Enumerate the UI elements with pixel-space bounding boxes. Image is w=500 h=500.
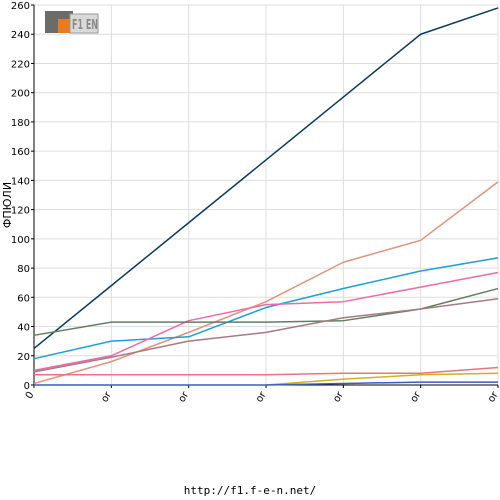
- y-tick-label-12: 240: [11, 30, 30, 41]
- y-tick-label-4: 80: [17, 264, 30, 275]
- series-line-3: [33, 271, 499, 372]
- logo-en-block: [69, 13, 99, 34]
- y-tick-label-9: 180: [11, 118, 30, 129]
- y-tick-labels: 0 20 40 60 80 100 120 140 160 180 200 220 240 260: [11, 1, 34, 392]
- y-tick-label-0: 0: [24, 381, 30, 392]
- series-line-6: [34, 366, 499, 376]
- series-line-8: [34, 381, 498, 386]
- logo-1-block: [58, 19, 70, 33]
- series-line-5: [33, 298, 499, 373]
- y-tick-label-1: 20: [17, 352, 30, 363]
- y-tick-label-5: 100: [11, 235, 30, 246]
- footer-url: http://f1.f-e-n.net/: [183, 484, 317, 497]
- y-tick-label-6: 120: [11, 206, 30, 217]
- y-tick-label-8: 160: [11, 147, 30, 158]
- y-axis-label: ФПЮЛИ: [1, 182, 14, 228]
- series-lines: [33, 7, 499, 386]
- logo: F1 EN: [45, 11, 99, 34]
- y-tick-label-7: 140: [11, 176, 30, 187]
- x-tick-label-0: 0: [24, 390, 37, 401]
- y-tick-label-2: 40: [17, 323, 30, 334]
- series-line-2: [33, 257, 499, 360]
- y-tick-label-13: 260: [11, 1, 30, 12]
- series-line-1: [33, 181, 499, 385]
- series-line-0: [33, 7, 499, 350]
- y-tick-label-11: 220: [11, 59, 30, 70]
- y-tick-label-3: 60: [17, 293, 30, 304]
- y-tick-label-10: 200: [11, 89, 30, 100]
- logo-text: F1 EN: [72, 18, 98, 33]
- series-line-7: [265, 372, 499, 386]
